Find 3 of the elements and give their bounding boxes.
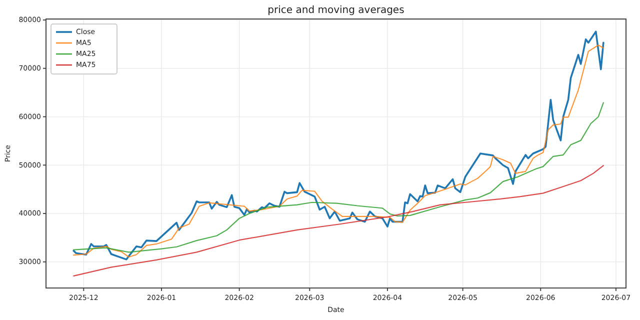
line-series (73, 102, 604, 253)
line-series (73, 165, 604, 276)
chart-title: price and moving averages (268, 5, 404, 16)
